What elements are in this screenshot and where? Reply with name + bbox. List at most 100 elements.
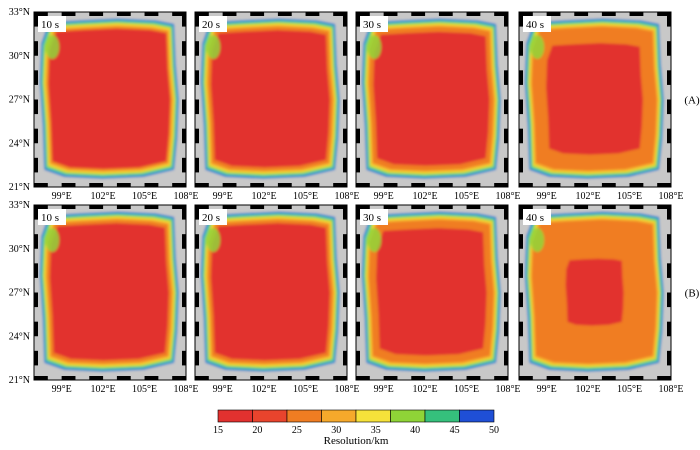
frame-tick — [356, 12, 370, 16]
frame-tick — [356, 128, 360, 144]
frame-tick — [34, 234, 38, 249]
latitude-tick-label: 27°N — [9, 288, 30, 299]
frame-tick — [519, 292, 523, 308]
frame-tick — [519, 128, 523, 144]
frame-tick — [333, 183, 347, 187]
frame-tick — [667, 99, 671, 115]
longitude-tick-label: 105°E — [454, 191, 479, 202]
colorbar-swatch — [459, 409, 495, 423]
frame-tick — [411, 183, 426, 187]
low-resolution-patch — [45, 35, 60, 59]
low-resolution-patch — [530, 228, 545, 252]
frame-tick — [343, 41, 347, 56]
frame-tick — [172, 183, 186, 187]
frame-tick — [61, 183, 76, 187]
frame-tick — [195, 321, 199, 337]
low-resolution-patch — [45, 228, 60, 252]
frame-tick — [195, 128, 199, 144]
frame-tick — [504, 12, 508, 27]
period-label-box — [360, 209, 388, 225]
frame-tick — [182, 263, 186, 278]
frame-tick — [601, 183, 616, 187]
colorbar-tick-label: 50 — [489, 425, 499, 436]
latitude-tick-label: 21°N — [9, 375, 30, 386]
resolution-core — [546, 43, 643, 155]
low-resolution-patch — [206, 35, 221, 59]
frame-tick — [504, 321, 508, 337]
frame-tick — [343, 99, 347, 115]
frame-tick — [343, 128, 347, 144]
frame-tick — [195, 41, 199, 56]
frame-tick — [519, 41, 523, 56]
longitude-tick-label: 108°E — [173, 384, 198, 395]
frame-tick — [277, 376, 292, 380]
longitude-tick-label: 105°E — [293, 384, 318, 395]
latitude-tick-label: 33°N — [9, 7, 30, 18]
frame-tick — [195, 376, 209, 380]
frame-tick — [61, 12, 76, 16]
frame-tick — [182, 157, 186, 173]
frame-tick — [519, 99, 523, 115]
frame-tick — [356, 263, 360, 278]
frame-tick — [116, 205, 131, 209]
resolution-core — [49, 223, 169, 361]
frame-tick — [116, 183, 131, 187]
frame-tick — [182, 205, 186, 220]
row-label: (B) — [685, 288, 700, 300]
period-label-box — [199, 16, 227, 32]
longitude-tick-label: 102°E — [576, 191, 601, 202]
map-panel: 40 s — [518, 204, 672, 381]
frame-tick — [519, 183, 533, 187]
colorbar-tick-label: 45 — [450, 425, 460, 436]
colorbar-tick-label: 25 — [292, 425, 302, 436]
period-label: 10 s — [41, 212, 59, 224]
period-label-box — [38, 16, 66, 32]
frame-tick — [305, 376, 320, 380]
longitude-tick-label: 108°E — [495, 384, 520, 395]
frame-tick — [629, 12, 644, 16]
frame-tick — [466, 205, 481, 209]
frame-tick — [438, 376, 453, 380]
colorbar-swatch — [286, 409, 322, 423]
longitude-tick-label: 102°E — [252, 384, 277, 395]
frame-tick — [546, 376, 561, 380]
colorbar-title: Resolution/km — [324, 435, 389, 447]
frame-tick — [574, 12, 589, 16]
frame-tick — [34, 292, 38, 308]
frame-tick — [667, 350, 671, 366]
colorbar-tick-label: 40 — [410, 425, 420, 436]
colorbar-tick-label: 20 — [252, 425, 262, 436]
frame-tick — [195, 70, 199, 85]
period-label: 30 s — [363, 212, 381, 224]
frame-tick — [222, 376, 237, 380]
frame-tick — [438, 183, 453, 187]
frame-tick — [34, 12, 38, 27]
longitude-tick-label: 108°E — [658, 191, 683, 202]
colorbar-swatch — [424, 409, 460, 423]
frame-tick — [438, 205, 453, 209]
frame-tick — [356, 157, 360, 173]
frame-tick — [383, 12, 398, 16]
frame-tick — [356, 350, 360, 366]
frame-tick — [343, 70, 347, 85]
low-resolution-patch — [206, 228, 221, 252]
frame-tick — [494, 183, 508, 187]
map-panel: 20 s — [194, 11, 348, 188]
longitude-tick-label: 105°E — [617, 384, 642, 395]
resolution-core — [210, 223, 330, 361]
frame-tick — [601, 205, 616, 209]
longitude-tick-label: 99°E — [537, 384, 557, 395]
longitude-tick-label: 102°E — [91, 384, 116, 395]
longitude-tick-label: 105°E — [617, 191, 642, 202]
frame-tick — [182, 128, 186, 144]
frame-tick — [222, 205, 237, 209]
frame-tick — [343, 263, 347, 278]
frame-tick — [277, 205, 292, 209]
frame-tick — [182, 350, 186, 366]
frame-tick — [89, 183, 104, 187]
frame-tick — [411, 12, 426, 16]
frame-tick — [356, 234, 360, 249]
frame-tick — [466, 376, 481, 380]
frame-tick — [519, 376, 533, 380]
frame-tick — [494, 205, 508, 209]
